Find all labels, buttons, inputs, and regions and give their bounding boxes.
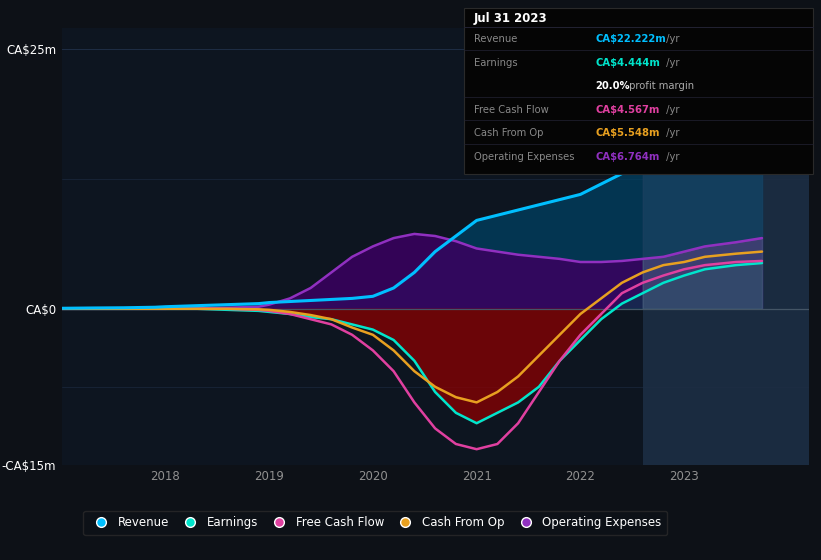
Text: CA$6.764m: CA$6.764m <box>595 152 659 162</box>
Text: 20.0%: 20.0% <box>595 81 630 91</box>
Text: Earnings: Earnings <box>474 58 517 68</box>
Text: profit margin: profit margin <box>626 81 695 91</box>
Legend: Revenue, Earnings, Free Cash Flow, Cash From Op, Operating Expenses: Revenue, Earnings, Free Cash Flow, Cash … <box>83 511 667 535</box>
Text: /yr: /yr <box>663 34 680 44</box>
Text: /yr: /yr <box>663 128 680 138</box>
Text: Revenue: Revenue <box>474 34 517 44</box>
Text: CA$4.567m: CA$4.567m <box>595 105 659 115</box>
Text: CA$4.444m: CA$4.444m <box>595 58 660 68</box>
Text: /yr: /yr <box>663 58 680 68</box>
Text: CA$5.548m: CA$5.548m <box>595 128 660 138</box>
Text: /yr: /yr <box>663 105 680 115</box>
Bar <box>643 28 809 465</box>
Text: Cash From Op: Cash From Op <box>474 128 544 138</box>
Text: /yr: /yr <box>663 152 680 162</box>
Text: Jul 31 2023: Jul 31 2023 <box>474 12 548 25</box>
Text: CA$22.222m: CA$22.222m <box>595 34 666 44</box>
Text: Operating Expenses: Operating Expenses <box>474 152 574 162</box>
Text: Free Cash Flow: Free Cash Flow <box>474 105 548 115</box>
